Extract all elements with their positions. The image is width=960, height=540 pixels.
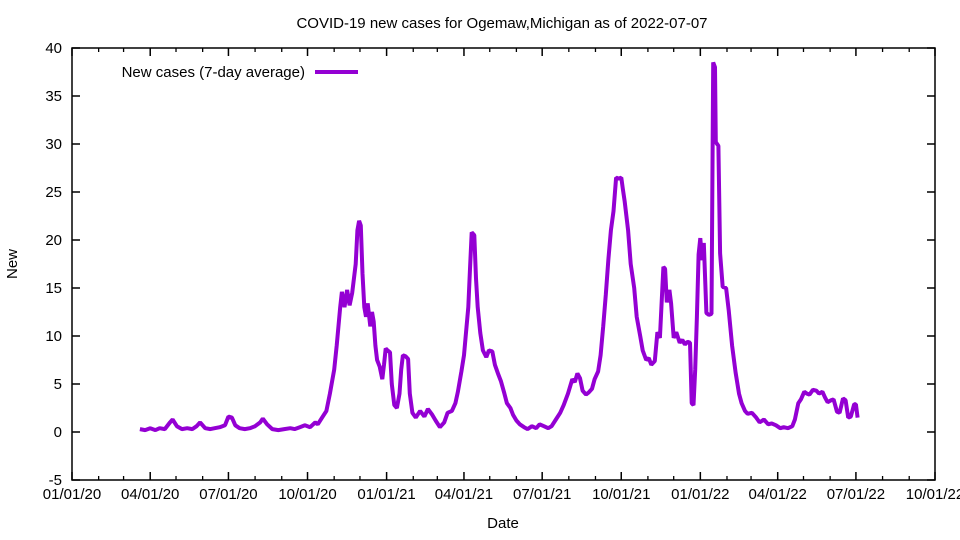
y-axis-title: New [4, 249, 21, 279]
series-line [139, 61, 860, 433]
x-tick-label: 04/01/21 [435, 486, 493, 503]
plot-border [71, 47, 936, 481]
x-tick-label: 01/01/20 [43, 486, 101, 503]
x-tick-label: 01/01/22 [671, 486, 729, 503]
y-tick-label: 35 [45, 88, 62, 105]
axes: -5 0 5 10 15 20 25 30 35 40 01/01/20 04/01/20 07/01/… [43, 40, 960, 503]
x-tick-label: 07/01/22 [827, 486, 885, 503]
x-tick-label: 10/01/20 [278, 486, 336, 503]
x-tick-label: 10/01/22 [906, 486, 960, 503]
y-tick-label: 40 [45, 40, 62, 57]
y-tick-label: 30 [45, 136, 62, 153]
y-tick-label: -5 [49, 472, 62, 489]
x-tick-label: 07/01/21 [513, 486, 571, 503]
x-axis-title: Date [487, 515, 519, 532]
x-tick-label: 10/01/21 [592, 486, 650, 503]
legend-label: New cases (7-day average) [122, 64, 305, 81]
chart-title: COVID-19 new cases for Ogemaw,Michigan a… [296, 15, 707, 32]
y-tick-label: 20 [45, 232, 62, 249]
legend: New cases (7-day average) [122, 64, 358, 81]
y-tick-label: 15 [45, 280, 62, 297]
y-tick-label: 25 [45, 184, 62, 201]
series-group [139, 61, 860, 433]
y-tick-label: 0 [54, 424, 62, 441]
y-tick-label: 5 [54, 376, 62, 393]
x-tick-label: 01/01/21 [357, 486, 415, 503]
x-tick-label: 04/01/22 [749, 486, 807, 503]
y-tick-label: 10 [45, 328, 62, 345]
x-tick-label: 04/01/20 [121, 486, 179, 503]
x-tick-label: 07/01/20 [199, 486, 257, 503]
